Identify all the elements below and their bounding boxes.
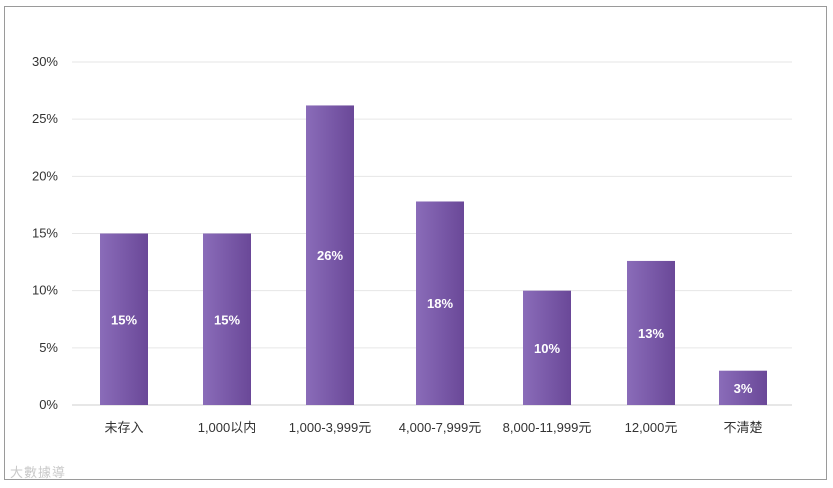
data-label: 3%: [734, 381, 753, 396]
bar: [719, 370, 767, 405]
data-label: 15%: [111, 312, 137, 327]
y-tick-label: 30%: [32, 54, 58, 69]
y-tick-label: 0%: [39, 397, 58, 412]
x-tick-label: 1,000以内: [198, 420, 257, 435]
bar: [100, 233, 148, 405]
y-tick-label: 10%: [32, 283, 58, 298]
x-axis: 未存入 1,000以内 1,000-3,999元 4,000-7,999元 8,000-…: [104, 420, 762, 435]
x-tick-label: 4,000-7,999元: [399, 420, 481, 435]
bar: [416, 201, 464, 405]
x-tick-label: 不清楚: [723, 420, 762, 435]
bar: [203, 233, 251, 405]
data-label: 18%: [427, 296, 453, 311]
data-label: 15%: [214, 312, 240, 327]
x-tick-label: 8,000-11,999元: [503, 420, 592, 435]
bars: 15% 15% 26% 18% 10% 13% 3%: [100, 105, 767, 406]
y-tick-label: 25%: [32, 111, 58, 126]
x-tick-label: 未存入: [104, 420, 143, 435]
y-tick-label: 5%: [39, 340, 58, 355]
y-tick-label: 15%: [32, 226, 58, 241]
data-label: 10%: [534, 341, 560, 356]
bar: [306, 105, 354, 406]
y-axis: 0% 5% 10% 15% 20% 25% 30%: [32, 54, 58, 412]
bar: [523, 290, 571, 405]
y-tick-label: 20%: [32, 168, 58, 183]
data-label: 13%: [638, 326, 664, 341]
watermark-logo: 大數據導: [10, 465, 67, 480]
bar: [627, 260, 675, 405]
data-label: 26%: [317, 248, 343, 263]
x-tick-label: 1,000-3,999元: [289, 420, 371, 435]
x-tick-label: 12,000元: [625, 420, 678, 435]
